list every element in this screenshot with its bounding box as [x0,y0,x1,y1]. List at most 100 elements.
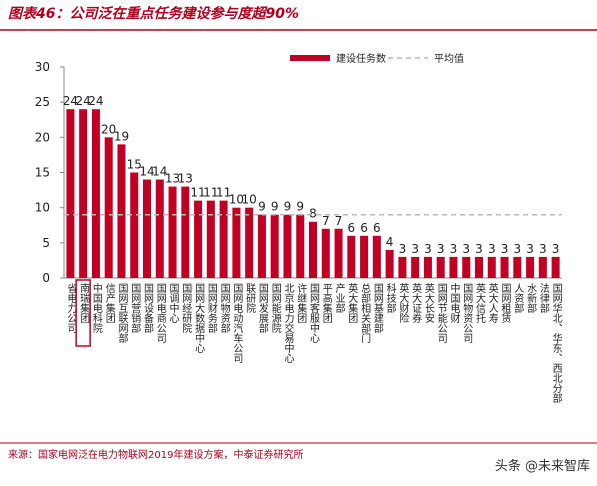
value-label: 9 [258,200,266,214]
value-label: 10 [242,193,257,207]
x-tick-label: 英大人寿 [486,282,498,323]
value-label: 13 [165,172,180,186]
legend-swatch [290,55,330,61]
bar [321,228,330,278]
x-tick-label: 中国电科院 [90,282,102,334]
value-label: 10 [229,193,244,207]
value-label: 3 [513,242,521,256]
value-label: 3 [462,242,470,256]
bar [309,221,317,278]
bar [270,214,279,278]
x-tick-label: 国网客服中心 [308,283,320,343]
bar [104,137,113,278]
bar [130,172,139,278]
x-tick-label: 国网发展部 [256,283,268,334]
x-tick-label: 联研院 [244,283,256,314]
bar [91,109,100,278]
value-label: 6 [347,221,355,235]
value-label: 9 [271,200,279,214]
bar [372,235,381,278]
value-label: 11 [216,186,231,200]
y-tick-label: 10 [35,201,50,215]
x-tick-label: 国网财务部 [205,283,217,334]
value-label: 7 [335,214,343,228]
x-tick-label: 国网能源院 [269,283,281,334]
bar [385,249,394,278]
source: 来源：国家电网泛在电力物联网2019年建设方案，中泰证券研究所 [8,448,303,461]
x-tick-label: 国网物资公司 [461,283,473,343]
value-label: 24 [88,94,103,108]
bar [449,256,458,278]
x-tick-label: 英大财险 [397,282,409,324]
value-label: 8 [309,207,317,221]
bar [232,207,241,278]
value-label: 6 [373,221,381,235]
x-tick-label: 国网大数据中心 [193,283,205,353]
value-label: 3 [475,242,483,256]
value-label: 24 [76,94,91,108]
bar [66,109,75,278]
x-tick-label: 信产集团 [103,283,115,324]
value-label: 3 [501,242,509,256]
bar [117,144,126,278]
value-label: 19 [114,129,129,143]
x-tick-label: 英大集团 [346,282,358,324]
x-tick-label: 平高集团 [320,283,332,324]
bar [462,256,471,278]
x-tick-label: 国网物资部 [218,283,230,334]
y-tick-label: 20 [35,130,50,144]
bar [423,256,432,278]
value-label: 9 [296,200,304,214]
legend-label: 平均值 [434,52,464,65]
bar [245,207,254,278]
bar [79,109,88,278]
x-tick-label: 法律部 [537,282,549,314]
x-tick-label: 许继集团 [295,283,307,324]
x-tick-label: 国网租赁 [499,283,511,324]
bar [155,179,164,278]
bar [436,256,445,278]
value-label: 3 [552,242,560,256]
value-label: 13 [178,172,193,186]
bar [219,200,228,278]
value-label: 4 [386,235,394,249]
value-label: 6 [360,221,368,235]
y-tick-label: 5 [42,236,50,250]
legend-label: 建设任务数 [336,52,386,65]
x-tick-label: 国网华北、华东、西北分部 [550,283,562,404]
bar [296,214,305,278]
bar [283,214,292,278]
x-tick-label: 北京电力交易中心 [282,283,294,363]
x-tick-label: 国网营销部 [129,283,141,334]
bar [143,179,151,278]
bar [487,256,496,278]
x-tick-label: 英大长安 [422,282,434,324]
chart-title: 图表46：公司泛在重点任务建设参与度超90% [8,5,299,22]
x-tick-label: 国网经研院 [180,283,192,334]
bar [206,200,215,278]
x-tick-label: 总部相关部门 [359,282,371,344]
x-tick-label: 国网节能公司 [435,283,447,343]
x-tick-label: 人资部 [512,283,524,314]
bar [168,186,177,278]
value-label: 3 [488,242,496,256]
x-tick-label: 国网互联网部 [116,283,128,344]
x-tick-label: 国网基建部 [371,283,383,334]
bar [257,214,266,278]
bar [551,256,560,278]
value-label: 7 [322,214,330,228]
bar [194,200,203,278]
value-label: 3 [526,242,534,256]
x-tick-label: 中国电财 [448,282,460,324]
x-tick-label: 水新部 [525,283,537,314]
value-label: 15 [127,158,142,172]
x-tick-label: 国调中心 [167,283,179,323]
x-tick-label: 科技部 [384,282,396,314]
value-label: 3 [399,242,407,256]
value-label: 3 [411,242,419,256]
x-tick-label: 国网电商公司 [154,283,166,343]
value-label: 14 [152,165,167,179]
value-label: 20 [101,122,116,136]
bar [500,256,509,278]
